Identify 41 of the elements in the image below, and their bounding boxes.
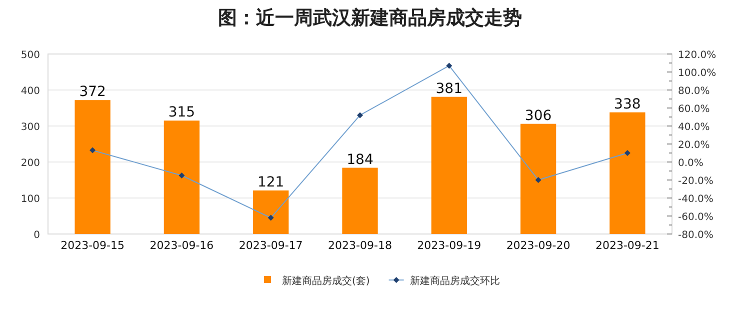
bar <box>74 100 110 234</box>
y-tick-label: 0 <box>34 230 40 241</box>
x-tick-label: 2023-09-21 <box>595 239 660 252</box>
x-tick-label: 2023-09-17 <box>238 239 303 252</box>
y2-tick-label: -60.0% <box>678 212 714 223</box>
y-tick-label: 300 <box>20 122 40 133</box>
y2-tick-label: -20.0% <box>678 176 714 187</box>
data-label: 184 <box>346 152 374 168</box>
legend-label: 新建商品房成交(套) <box>282 275 370 287</box>
y-tick-label: 200 <box>20 158 40 169</box>
y-tick-label: 400 <box>20 86 40 97</box>
bar <box>253 190 289 234</box>
y2-tick-label: 60.0% <box>678 104 710 115</box>
x-tick-label: 2023-09-15 <box>60 239 125 252</box>
y-tick-label: 500 <box>20 50 40 61</box>
bar <box>164 120 200 234</box>
bar <box>431 96 467 234</box>
data-label: 381 <box>436 80 463 97</box>
y2-tick-label: -80.0% <box>678 230 714 241</box>
y-tick-label: 100 <box>20 194 40 205</box>
chart-title: 图：近一周武汉新建商品房成交走势 <box>218 7 522 29</box>
y2-tick-label: 40.0% <box>678 122 710 133</box>
x-tick-label: 2023-09-19 <box>417 239 482 252</box>
y2-tick-label: 0.0% <box>678 158 704 169</box>
y2-tick-label: -40.0% <box>678 194 714 205</box>
legend-label: 新建商品房成交环比 <box>410 275 500 287</box>
bar <box>520 124 556 234</box>
x-tick-label: 2023-09-20 <box>506 239 570 252</box>
y2-tick-label: 100.0% <box>678 68 716 79</box>
y2-tick-label: 80.0% <box>678 86 710 97</box>
data-label: 121 <box>257 174 284 190</box>
data-label: 372 <box>79 84 106 100</box>
x-tick-label: 2023-09-16 <box>150 239 214 252</box>
x-tick-label: 2023-09-18 <box>328 239 392 252</box>
bar <box>342 168 378 234</box>
bar <box>610 112 646 234</box>
y2-tick-label: 120.0% <box>678 50 716 61</box>
y2-tick-label: 20.0% <box>678 140 710 151</box>
data-label: 315 <box>168 104 196 121</box>
data-label: 338 <box>614 96 641 112</box>
data-label: 306 <box>524 108 552 124</box>
